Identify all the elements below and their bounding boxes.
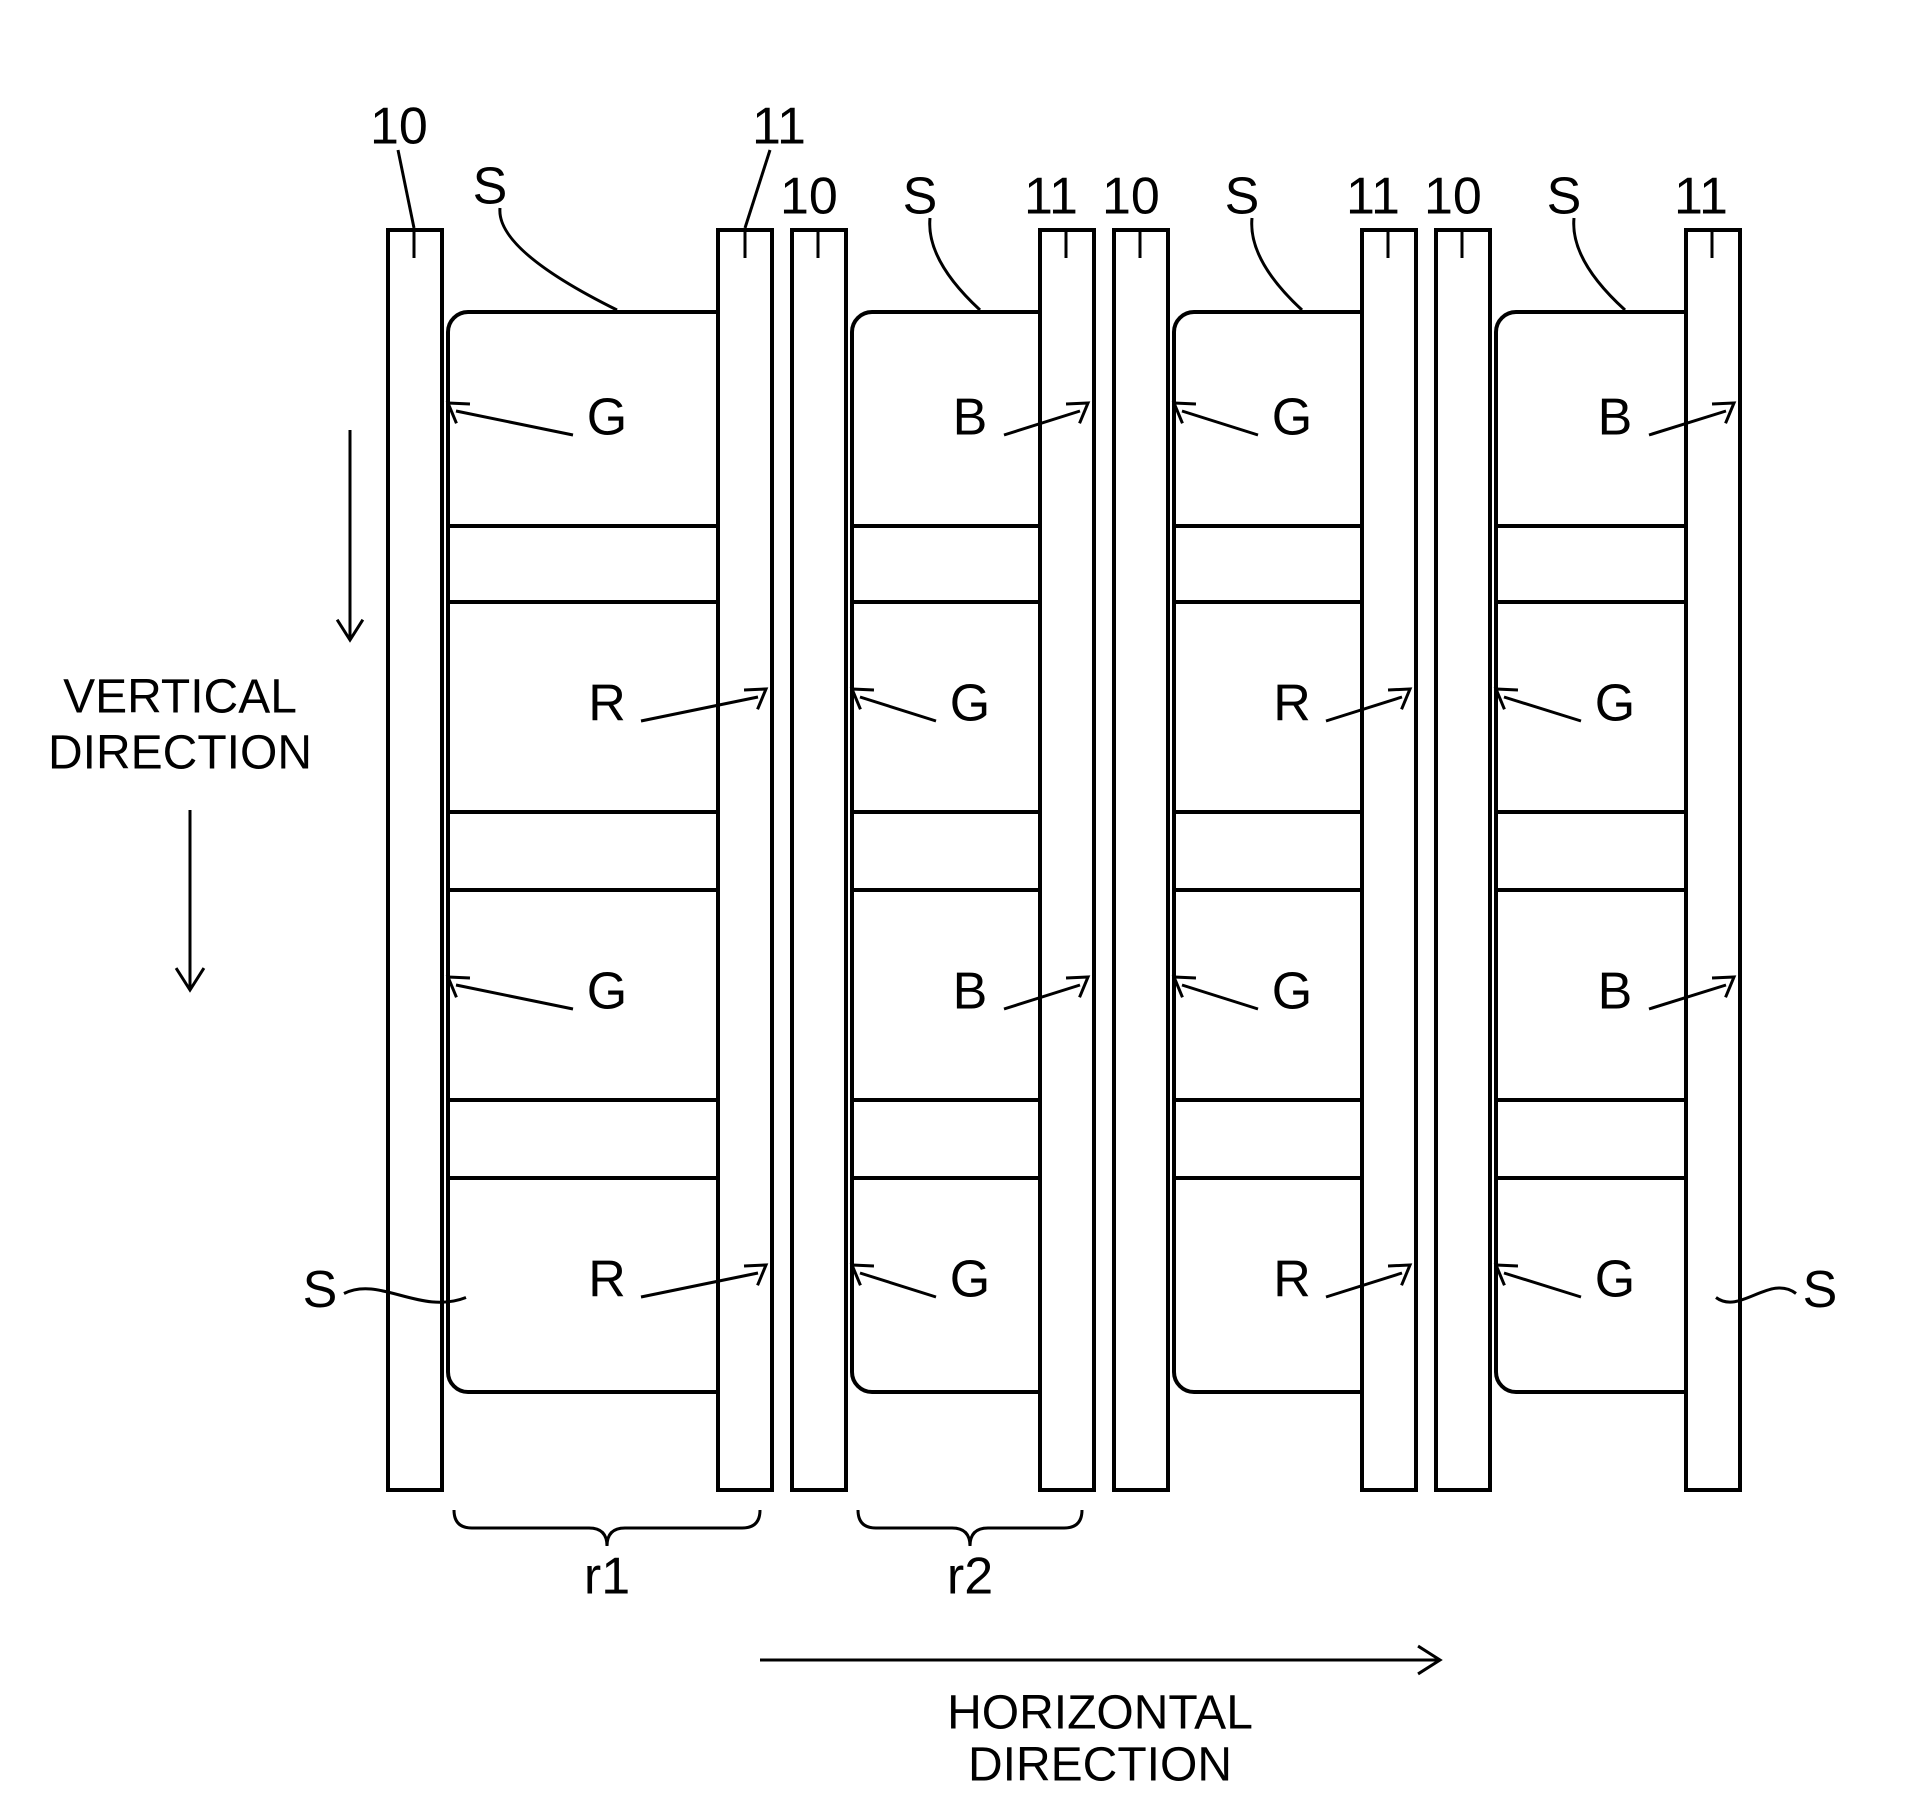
svg-text:10: 10 <box>1102 168 1160 226</box>
svg-text:11: 11 <box>752 98 806 156</box>
vccd-rail-11 <box>718 230 772 1490</box>
svg-text:11: 11 <box>1346 168 1400 226</box>
svg-text:S: S <box>1547 168 1582 226</box>
vccd-rail-10 <box>1436 230 1490 1490</box>
svg-text:R: R <box>1273 1251 1311 1309</box>
svg-text:S: S <box>903 168 938 226</box>
svg-text:r2: r2 <box>947 1548 993 1606</box>
svg-text:G: G <box>950 675 990 733</box>
svg-text:11: 11 <box>1674 168 1728 226</box>
svg-text:G: G <box>950 1251 990 1309</box>
svg-text:r1: r1 <box>584 1548 630 1606</box>
svg-text:10: 10 <box>370 98 428 156</box>
svg-text:B: B <box>1598 963 1633 1021</box>
svg-text:G: G <box>1272 963 1312 1021</box>
svg-text:R: R <box>588 1251 626 1309</box>
vccd-rail-10 <box>792 230 846 1490</box>
svg-text:B: B <box>1598 389 1633 447</box>
svg-text:G: G <box>1595 675 1635 733</box>
vccd-rail-10 <box>1114 230 1168 1490</box>
svg-text:VERTICAL: VERTICAL <box>63 671 297 724</box>
svg-text:G: G <box>587 389 627 447</box>
svg-text:DIRECTION: DIRECTION <box>48 727 312 780</box>
ccd-color-filter-diagram: G B G B R G R G G B G B R G R G 10 11 10 11 10 11 10 11 S S S S S Sr1… <box>0 0 1918 1818</box>
svg-text:R: R <box>1273 675 1311 733</box>
svg-text:G: G <box>587 963 627 1021</box>
svg-text:S: S <box>1803 1261 1838 1319</box>
svg-text:B: B <box>953 389 988 447</box>
svg-text:S: S <box>1225 168 1260 226</box>
svg-text:DIRECTION: DIRECTION <box>968 1739 1232 1792</box>
svg-text:11: 11 <box>1024 168 1078 226</box>
svg-text:G: G <box>1272 389 1312 447</box>
svg-text:10: 10 <box>780 168 838 226</box>
svg-text:R: R <box>588 675 626 733</box>
svg-text:10: 10 <box>1424 168 1482 226</box>
svg-text:S: S <box>303 1261 338 1319</box>
svg-text:S: S <box>473 158 508 216</box>
vccd-rail-11 <box>1362 230 1416 1490</box>
vccd-rail-11 <box>1040 230 1094 1490</box>
svg-text:G: G <box>1595 1251 1635 1309</box>
svg-text:HORIZONTAL: HORIZONTAL <box>947 1687 1253 1740</box>
svg-text:B: B <box>953 963 988 1021</box>
